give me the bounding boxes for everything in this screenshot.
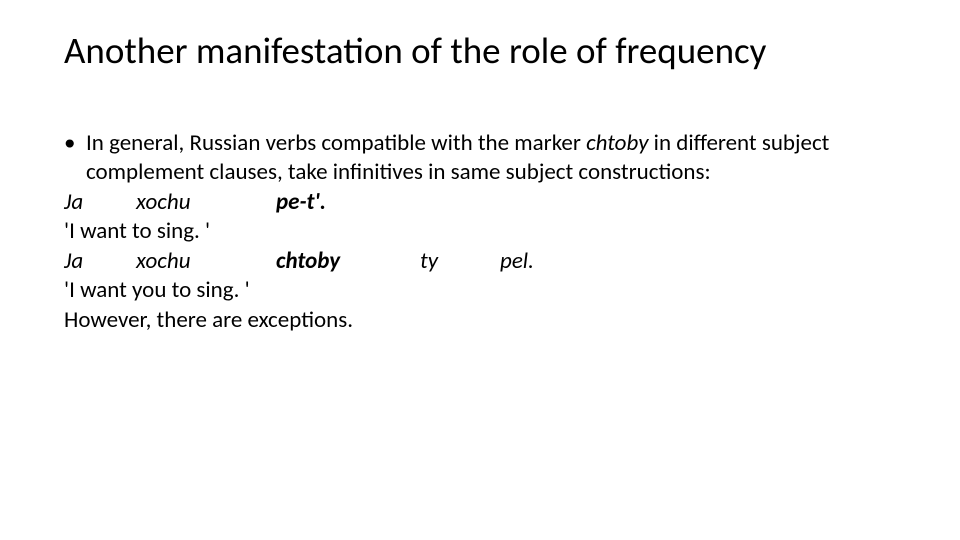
example-2-row: Ja xochu chtoby ty pel. (64, 247, 896, 276)
intro-text-1: In general, Russian verbs compatible wit… (86, 129, 586, 157)
ex2-c5: pel. (500, 247, 534, 276)
ex1-c3: pe-t'. (276, 188, 420, 217)
ex2-c1: Ja (64, 247, 136, 276)
slide-body: • In general, Russian verbs compatible w… (64, 129, 896, 335)
bullet-dot: • (64, 129, 86, 188)
closing-text: However, there are exceptions. (64, 306, 896, 335)
ex2-c2: xochu (136, 247, 276, 276)
ex2-c4: ty (420, 247, 500, 276)
ex2-c3: chtoby (276, 247, 420, 276)
bullet-item: • In general, Russian verbs compatible w… (64, 129, 896, 188)
example-1-row: Ja xochu pe-t'. (64, 188, 896, 217)
gloss-1: 'I want to sing. ' (64, 217, 896, 246)
slide-title: Another manifestation of the role of fre… (64, 28, 896, 73)
bullet-text: In general, Russian verbs compatible wit… (86, 129, 896, 188)
slide: Another manifestation of the role of fre… (0, 0, 960, 540)
gloss-2: 'I want you to sing. ' (64, 276, 896, 305)
intro-marker: chtoby (586, 129, 648, 157)
ex1-c2: xochu (136, 188, 276, 217)
ex1-c1: Ja (64, 188, 136, 217)
